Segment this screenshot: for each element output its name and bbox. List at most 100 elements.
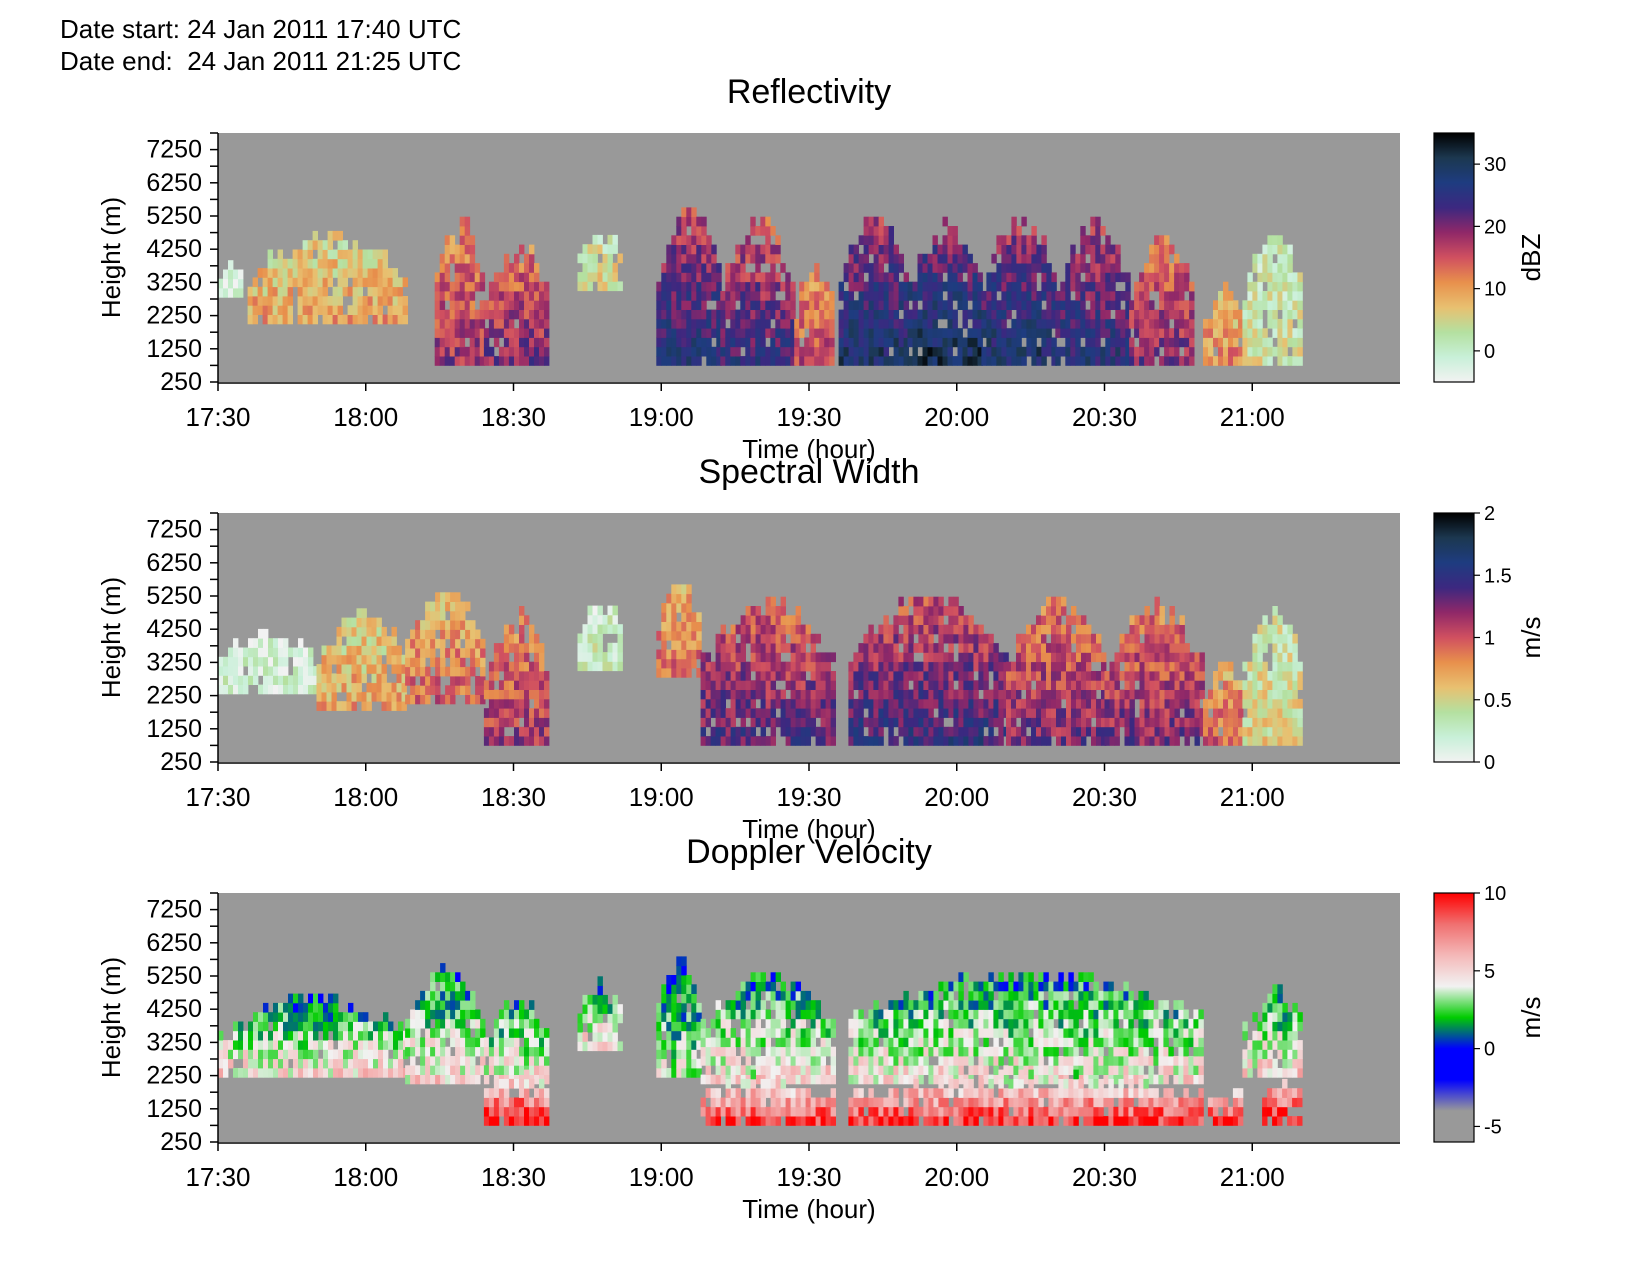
heatmap-cell [765, 328, 771, 338]
heatmap-cell [815, 633, 821, 644]
heatmap-cell [493, 318, 500, 329]
heatmap-cell [1134, 671, 1140, 681]
heatmap-cell [715, 1037, 721, 1048]
heatmap-cell [1272, 689, 1278, 700]
heatmap-cell [1105, 309, 1111, 320]
heatmap-cell [514, 337, 520, 348]
heatmap-cell [435, 1000, 441, 1010]
heatmap-cell [1041, 318, 1047, 329]
heatmap-cell [1277, 337, 1283, 348]
heatmap-cell [338, 1021, 344, 1032]
heatmap-cell [1090, 291, 1096, 301]
heatmap-cell [681, 300, 687, 310]
heatmap-cell [745, 624, 751, 635]
heatmap-cell [1159, 680, 1165, 690]
heatmap-cell [770, 606, 776, 616]
heatmap-cell [1026, 633, 1032, 644]
heatmap-cell [1179, 272, 1185, 283]
heatmap-cell [524, 1116, 530, 1126]
heatmap-cell [519, 346, 525, 357]
heatmap-cell [323, 1021, 329, 1032]
heatmap-cell [740, 981, 746, 992]
heatmap-cell [1114, 689, 1120, 700]
heatmap-cell [848, 671, 854, 681]
heatmap-cell [755, 624, 761, 635]
heatmap-cell [873, 689, 879, 700]
heatmap-cell [607, 661, 613, 672]
heatmap-cell [676, 281, 682, 292]
heatmap-cell [1194, 689, 1200, 700]
heatmap-cell [963, 680, 969, 690]
heatmap-cell [848, 337, 854, 348]
heatmap-cell [1125, 281, 1131, 292]
heatmap-cell [1046, 726, 1052, 737]
heatmap-cell [973, 680, 979, 690]
heatmap-cell [799, 309, 805, 320]
heatmap-cell [858, 253, 864, 264]
heatmap-cell [313, 1049, 319, 1060]
heatmap-cell [656, 356, 662, 366]
heatmap-cell [1179, 698, 1185, 709]
heatmap-cell [529, 300, 535, 310]
heatmap-cell [878, 226, 884, 236]
heatmap-cell [1292, 652, 1298, 663]
heatmap-cell [405, 1028, 411, 1038]
heatmap-cell [508, 698, 515, 709]
heatmap-cell [948, 661, 954, 672]
heatmap-cell [888, 235, 894, 245]
heatmap-cell [656, 281, 662, 292]
heatmap-cell [277, 286, 283, 297]
heatmap-cell [308, 656, 314, 667]
heatmap-cell [1228, 328, 1234, 338]
heatmap-cell [393, 1049, 399, 1060]
heatmap-cell [1297, 328, 1303, 338]
heatmap-cell [1277, 244, 1283, 255]
heatmap-cell [838, 328, 844, 338]
heatmap-cell [873, 726, 879, 737]
heatmap-cell [671, 1068, 677, 1078]
heatmap-cell [278, 1058, 284, 1069]
heatmap-cell [1272, 708, 1278, 718]
heatmap-cell [790, 736, 796, 746]
heatmap-cell [1071, 689, 1077, 700]
heatmap-cell [1081, 661, 1087, 672]
heatmap-cell [402, 296, 408, 306]
heatmap-cell [1065, 346, 1071, 357]
heatmap-cell [1016, 253, 1022, 264]
heatmap-cell [730, 356, 736, 366]
heatmap-cell [529, 1106, 535, 1117]
heatmap-cell [942, 281, 948, 292]
heatmap-cell [498, 680, 505, 690]
heatmap-cell [483, 346, 490, 357]
heatmap-cell [455, 1056, 461, 1066]
heatmap-cell [1031, 346, 1037, 357]
heatmap-cell [1051, 652, 1057, 663]
heatmap-cell [470, 990, 476, 1001]
heatmap-cell [1159, 328, 1165, 338]
heatmap-cell [288, 1002, 294, 1013]
heatmap-cell [508, 1097, 515, 1108]
heatmap-cell [993, 680, 999, 690]
heatmap-cell [1267, 281, 1273, 292]
heatmap-cell [938, 606, 944, 616]
heatmap-cell [362, 268, 368, 278]
heatmap-cell [948, 726, 954, 737]
heatmap-cell [1277, 263, 1283, 273]
heatmap-cell [1267, 300, 1273, 310]
heatmap-cell [957, 244, 963, 255]
heatmap-cell [1154, 253, 1160, 264]
heatmap-cell [1081, 717, 1087, 728]
heatmap-cell [233, 288, 239, 298]
heatmap-cell [848, 328, 854, 338]
heatmap-cell [972, 300, 978, 310]
heatmap-cell [1051, 291, 1057, 301]
heatmap-cell [439, 300, 446, 310]
heatmap-cell [529, 1037, 535, 1048]
heatmap-cell [873, 244, 879, 255]
heatmap-cell [1149, 661, 1155, 672]
heatmap-cell [503, 318, 510, 329]
heatmap-cell [686, 235, 692, 245]
heatmap-cell [661, 668, 667, 678]
heatmap-cell [420, 629, 426, 640]
heatmap-cell [765, 309, 771, 320]
